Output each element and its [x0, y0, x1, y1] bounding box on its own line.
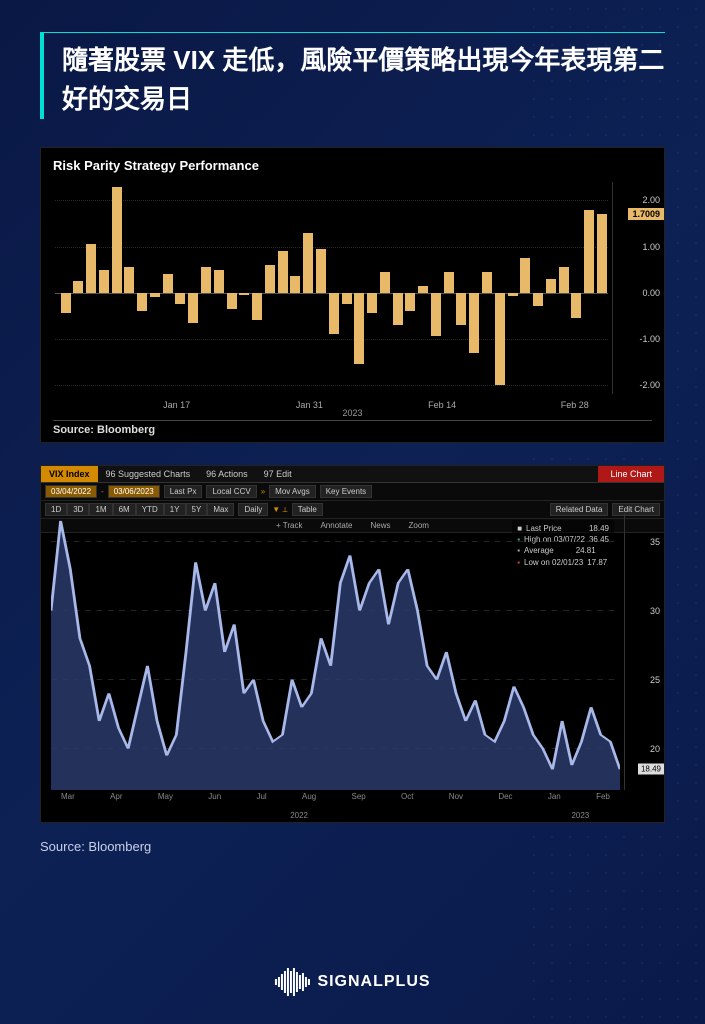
chart1-bar [239, 293, 249, 295]
chart2-month-label: Apr [110, 792, 122, 810]
chart1-bar [252, 293, 262, 321]
suggested-charts-tab[interactable]: 96 Suggested Charts [98, 466, 199, 482]
chart1-bar [150, 293, 160, 298]
chart1-bar [175, 293, 185, 305]
chart1-bar [112, 187, 122, 293]
main-container: 隨著股票 VIX 走低，風險平價策略出現今年表現第二好的交易日 Risk Par… [0, 0, 705, 854]
chart1-bar [278, 251, 288, 292]
chart1-bar [367, 293, 377, 314]
chart1-bar [571, 293, 581, 318]
chart1-bar [303, 233, 313, 293]
local-ccy-btn[interactable]: Local CCV [206, 485, 256, 498]
edit-tab[interactable]: 97 Edit [256, 466, 300, 482]
terminal-header: VIX Index 96 Suggested Charts 96 Actions… [41, 466, 664, 483]
chart1-bar [533, 293, 543, 307]
vix-chart-panel: VIX Index 96 Suggested Charts 96 Actions… [40, 465, 665, 823]
chart1-bar [265, 265, 275, 293]
range-buttons: 1D3D1M6MYTD1Y5YMax [45, 505, 234, 514]
chart2-month-label: Jul [256, 792, 266, 810]
chart1-bar [342, 293, 352, 305]
chart1-bar [214, 270, 224, 293]
title-block: 隨著股票 VIX 走低，風險平價策略出現今年表現第二好的交易日 [40, 32, 665, 119]
chart1-bar [316, 249, 326, 293]
chart1-bar [393, 293, 403, 325]
chart1-bar [559, 267, 569, 292]
chart1-bar [290, 276, 300, 292]
key-events-btn[interactable]: Key Events [320, 485, 372, 498]
chart2-month-label: Aug [302, 792, 316, 810]
chart1-bar [99, 270, 109, 293]
chart1-bar [495, 293, 505, 385]
chart1-bar [188, 293, 198, 323]
chart1-bar [73, 281, 83, 293]
chart1-bar [469, 293, 479, 353]
actions-tab[interactable]: 96 Actions [198, 466, 256, 482]
chart1-title: Risk Parity Strategy Performance [53, 158, 259, 173]
symbol-tab[interactable]: VIX Index [41, 466, 98, 482]
chart2-year-right: 2023 [571, 811, 589, 820]
chart2-month-label: Mar [61, 792, 75, 810]
chart2-month-label: Oct [401, 792, 413, 810]
chart1-bar [520, 258, 530, 293]
chart1-bar [418, 286, 428, 293]
logo-wave-icon [274, 968, 309, 996]
page-source: Source: Bloomberg [40, 839, 665, 854]
chart1-plot-area: Jan 17Jan 31Feb 14Feb 28 [55, 182, 608, 394]
chart2-right-axis: 3530252018.49 [624, 514, 664, 790]
chart2-x-axis: Mar Apr May Jun Jul Aug Sep Oct Nov Dec Jan Feb [51, 792, 620, 810]
chart1-bar [584, 210, 594, 293]
chart2-month-label: Feb [596, 792, 610, 810]
chart1-source: Source: Bloomberg [53, 420, 652, 436]
chart1-bar [163, 274, 173, 292]
chart2-year-left: 2022 [290, 811, 308, 820]
chart2-month-label: Sep [352, 792, 366, 810]
chart1-bar [456, 293, 466, 325]
chart-type-label[interactable]: Line Chart [598, 466, 664, 482]
chart1-bar [508, 293, 518, 297]
date-from[interactable]: 03/04/2022 [45, 485, 97, 498]
chart1-bar [124, 267, 134, 292]
chart1-bar [546, 279, 556, 293]
chart1-right-axis: 2.001.000.00-1.00-2.001.7009 [612, 182, 664, 394]
chart2-month-label: Jan [548, 792, 561, 810]
page-title: 隨著股票 VIX 走低，風險平價策略出現今年表現第二好的交易日 [62, 41, 665, 119]
risk-parity-chart-panel: Risk Parity Strategy Performance Jan 17J… [40, 147, 665, 443]
chart1-bar [405, 293, 415, 311]
chart1-bar [329, 293, 339, 334]
terminal-toolbar-row1: 03/04/2022 - 03/06/2023 Last Px Local CC… [41, 483, 664, 501]
chart1-bar [354, 293, 364, 364]
chart2-plot-area [51, 514, 620, 790]
chart1-bar [137, 293, 147, 311]
chart1-bar [227, 293, 237, 309]
brand-logo: SIGNALPLUS [274, 968, 430, 996]
chart2-month-label: May [158, 792, 173, 810]
chart1-bar [380, 272, 390, 293]
chart2-month-label: Nov [449, 792, 463, 810]
chart2-month-label: Dec [498, 792, 512, 810]
chart2-month-label: Jun [208, 792, 221, 810]
chart1-x-year: 2023 [342, 408, 362, 418]
brand-name: SIGNALPLUS [317, 973, 430, 991]
mov-avgs-btn[interactable]: Mov Avgs [269, 485, 316, 498]
chart1-bar [431, 293, 441, 337]
chart1-bar [444, 272, 454, 293]
chart1-bar [597, 214, 607, 292]
chart1-bar [482, 272, 492, 293]
last-px-btn[interactable]: Last Px [164, 485, 203, 498]
date-to[interactable]: 03/06/2023 [108, 485, 160, 498]
chart1-bar [61, 293, 71, 314]
chart1-bar [201, 267, 211, 292]
chart1-bar [86, 244, 96, 292]
vix-area-svg [51, 514, 620, 790]
